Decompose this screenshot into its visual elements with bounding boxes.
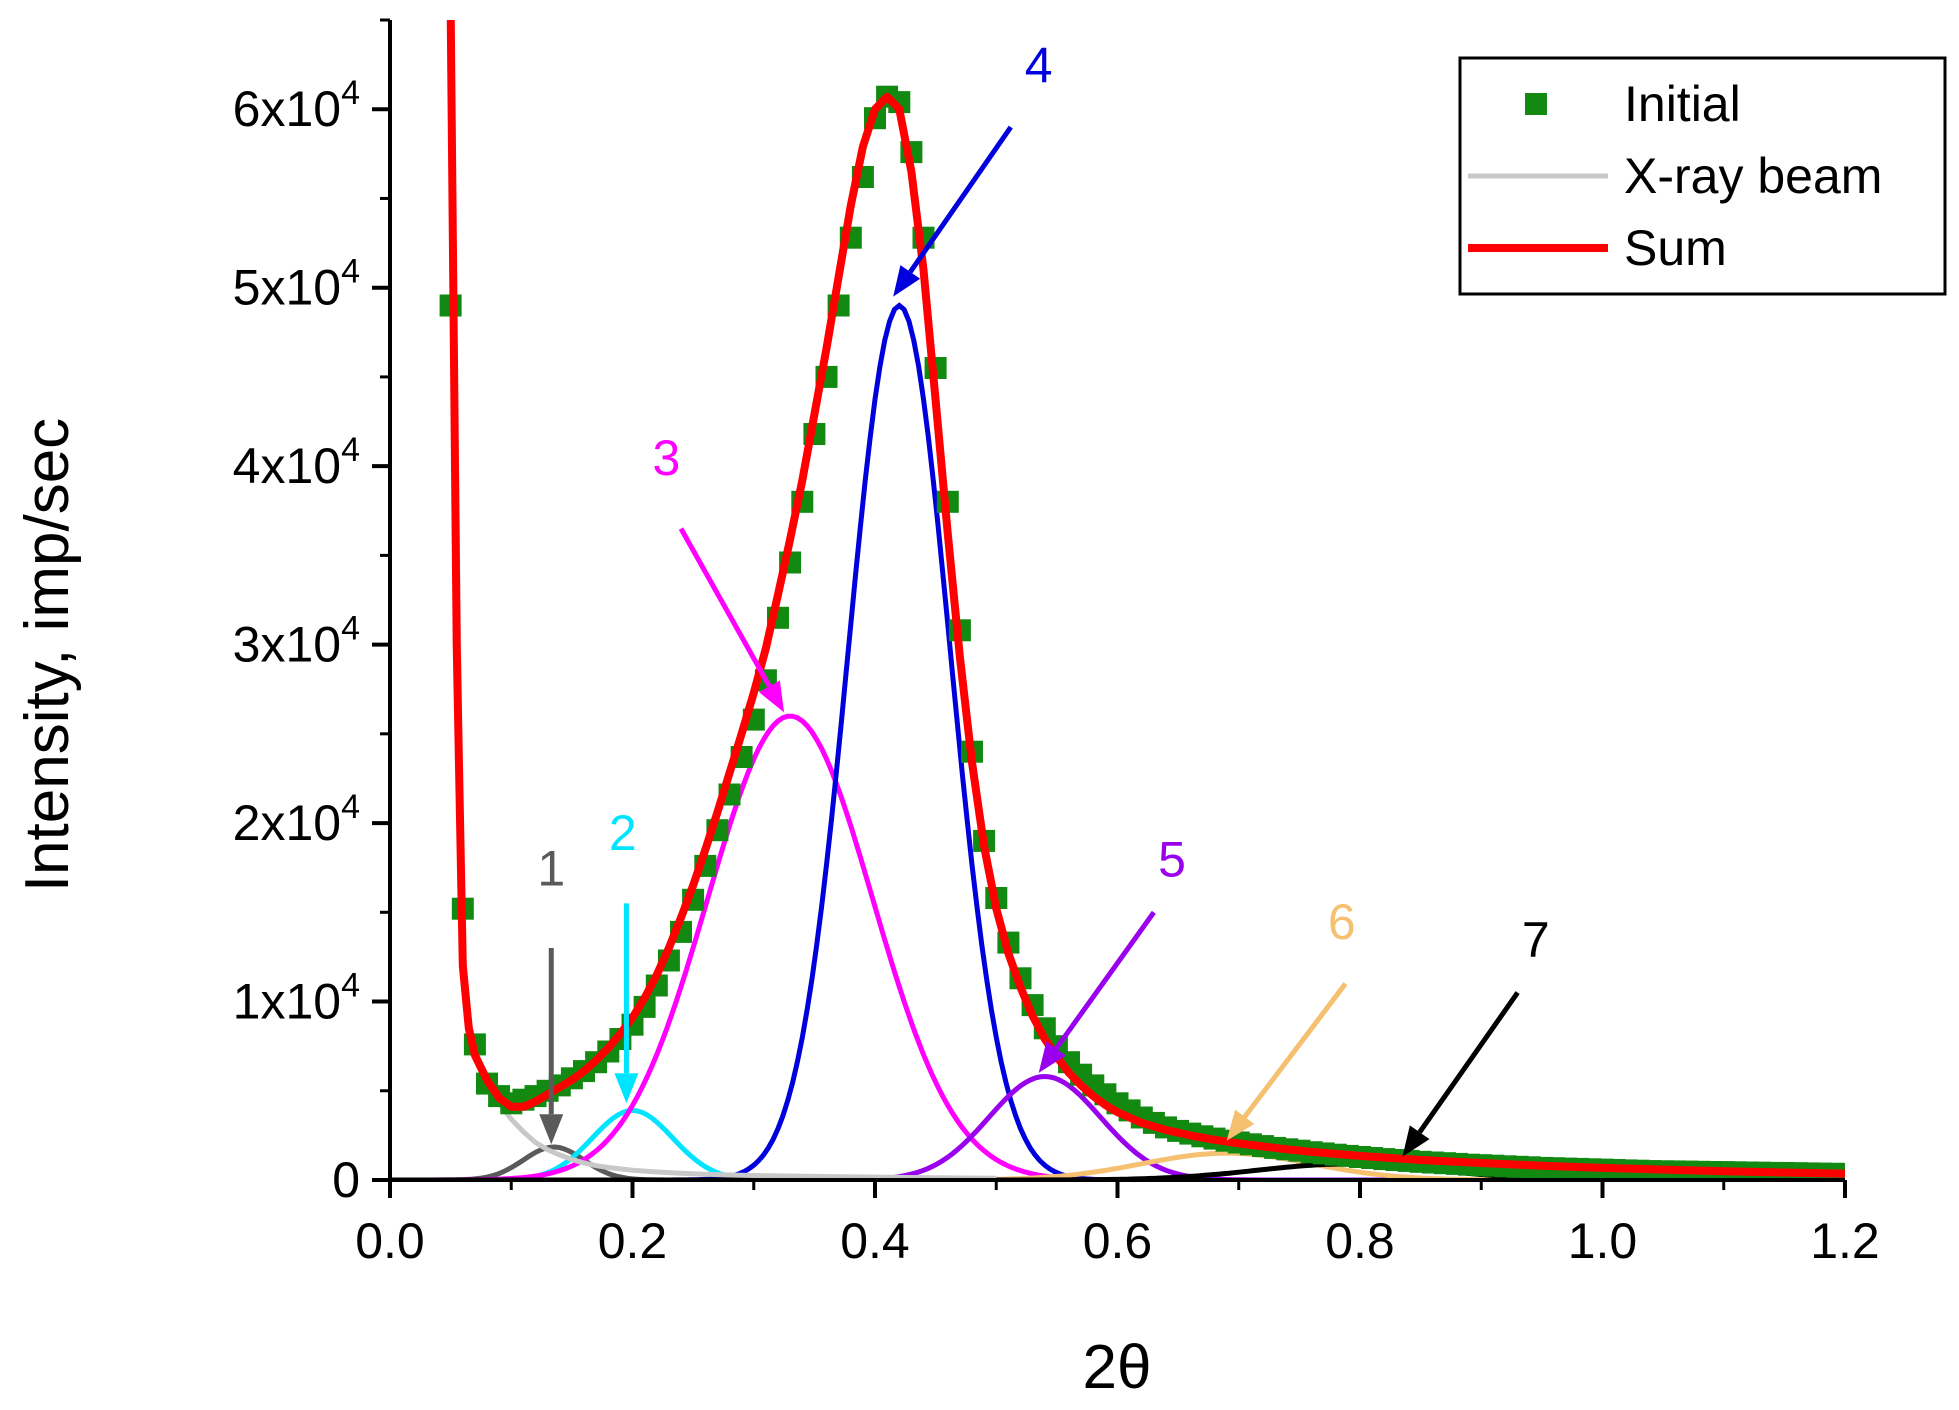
component-curve-5 <box>390 1073 1845 1180</box>
y-tick-label: 6x104 <box>233 74 360 137</box>
y-tick-label: 4x104 <box>233 431 360 494</box>
component-curve-2 <box>390 1107 1845 1180</box>
x-tick-label: 1.2 <box>1810 1213 1880 1269</box>
annotation-arrow-head <box>758 680 785 713</box>
legend-item-sum: Sum <box>1468 220 1727 276</box>
annotation-label: 6 <box>1328 894 1356 950</box>
x-tick-label: 0.8 <box>1325 1213 1395 1269</box>
annotation-label: 5 <box>1158 832 1186 888</box>
annotation-arrow-line <box>908 125 1013 274</box>
annotation-arrow-head <box>614 1073 639 1104</box>
y-tick-label: 1x104 <box>233 967 360 1030</box>
annotation-label: 1 <box>537 841 565 897</box>
sum-series <box>446 20 1845 1178</box>
annotation-label: 4 <box>1025 37 1053 93</box>
x-tick-label: 0.4 <box>840 1213 910 1269</box>
legend-label: Initial <box>1624 76 1741 132</box>
legend-item-x-ray-beam: X-ray beam <box>1468 148 1882 204</box>
y-tick-label: 0 <box>332 1152 360 1208</box>
annotation-5: 5 <box>1038 832 1186 1073</box>
annotation-2: 2 <box>609 805 639 1104</box>
annotation-arrow-head <box>893 265 921 297</box>
y-tick-label: 5x104 <box>233 253 360 316</box>
annotation-arrow-head <box>1402 1125 1430 1157</box>
y-tick-label: 3x104 <box>233 610 360 673</box>
component-curve-6 <box>390 1150 1845 1180</box>
x-tick-label: 0.6 <box>1083 1213 1153 1269</box>
x-tick-label: 1.0 <box>1568 1213 1638 1269</box>
annotation-arrow-line <box>678 527 772 688</box>
x-tick-label: 0.2 <box>598 1213 668 1269</box>
annotation-label: 7 <box>1522 912 1550 968</box>
legend-item-initial: Initial <box>1525 76 1741 132</box>
annotation-label: 3 <box>653 430 681 486</box>
y-tick-label: 2x104 <box>233 788 360 851</box>
legend: Initial X-ray beam Sum <box>1458 56 1947 296</box>
annotation-arrow-line <box>1242 982 1348 1119</box>
annotation-arrow-head <box>1226 1109 1255 1141</box>
peak-annotations: 12 3 4 5 6 7 <box>537 37 1550 1157</box>
axes: 0.0 0.2 0.4 0.6 0.8 1.0 1.2 0 1x104 2x104 3x104 4x1… <box>233 18 1880 1269</box>
annotation-7: 7 <box>1402 912 1550 1157</box>
annotation-label: 2 <box>609 805 637 861</box>
x-axis-title: 2θ <box>1083 1333 1152 1402</box>
annotation-6: 6 <box>1226 894 1356 1141</box>
legend-label: Sum <box>1624 220 1727 276</box>
annotation-arrow-line <box>1054 910 1156 1051</box>
annotation-3: 3 <box>653 430 785 713</box>
x-tick-label: 0.0 <box>355 1213 425 1269</box>
legend-marker <box>1525 93 1547 115</box>
annotation-4: 4 <box>893 37 1053 297</box>
annotation-arrow-head <box>539 1114 564 1145</box>
legend-label: X-ray beam <box>1624 148 1882 204</box>
y-axis-title: Intensity, imp/sec <box>13 418 82 892</box>
sum-line <box>446 20 1845 1178</box>
annotation-arrow-head <box>1038 1041 1066 1073</box>
annotation-1: 1 <box>537 841 565 1145</box>
annotation-arrow-line <box>1417 991 1520 1134</box>
